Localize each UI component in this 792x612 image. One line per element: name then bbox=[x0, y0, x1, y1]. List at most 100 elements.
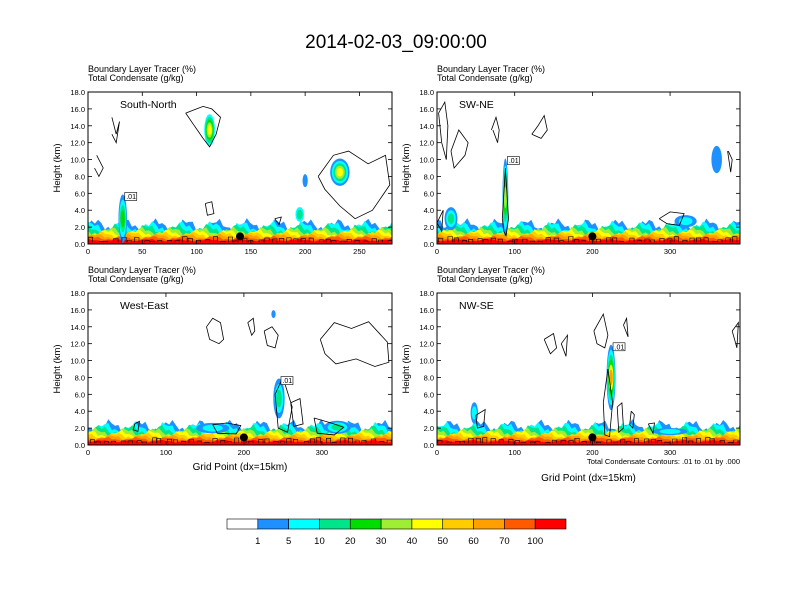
colorbar-label: 1 bbox=[255, 536, 260, 547]
x-tick-label: 200 bbox=[586, 448, 599, 457]
location-marker bbox=[236, 232, 244, 241]
contour-line bbox=[438, 100, 449, 160]
plume-level bbox=[711, 145, 722, 174]
y-tick-label: 10.0 bbox=[70, 357, 85, 366]
contour-label: .01 bbox=[615, 344, 625, 351]
tracer-plume bbox=[444, 207, 458, 231]
contour-line bbox=[727, 150, 733, 173]
plume-level bbox=[276, 389, 282, 408]
contour-line bbox=[531, 114, 548, 139]
plume-level bbox=[296, 209, 303, 220]
x-axis: 0 100 200 300 bbox=[435, 92, 676, 256]
colorbar-label: 40 bbox=[407, 536, 418, 547]
contour-label-box bbox=[280, 376, 294, 385]
plume-level bbox=[302, 174, 308, 188]
x-axis: 0 50 100 150 200 250 bbox=[86, 92, 366, 256]
contour-label-box bbox=[507, 156, 520, 165]
colorbar-swatch bbox=[319, 518, 351, 530]
y-tick-label: 6.0 bbox=[424, 390, 434, 399]
y-tick-label: 8.0 bbox=[75, 373, 85, 382]
contour-line bbox=[450, 129, 469, 169]
x-axis: 0 100 200 300 bbox=[435, 293, 676, 457]
x-tick-label: 200 bbox=[586, 247, 599, 256]
location-marker bbox=[588, 232, 597, 241]
condensate-contours bbox=[437, 100, 738, 243]
panel-title-line-1: Boundary Layer Tracer (%) bbox=[88, 265, 196, 275]
panel-title-line-2: Total Condensate (g/kg) bbox=[88, 274, 184, 284]
contour-line bbox=[560, 333, 568, 357]
plume-level bbox=[271, 310, 276, 319]
plume-level bbox=[207, 125, 212, 135]
contour-line bbox=[212, 422, 242, 435]
x-axis-label: Grid Point (dx=15km) bbox=[541, 473, 636, 484]
location-marker bbox=[588, 433, 597, 442]
plot-area: .01 bbox=[437, 100, 740, 244]
panel-title-line-2: Total Condensate (g/kg) bbox=[437, 73, 533, 83]
contour-line bbox=[543, 332, 558, 355]
colorbar-swatch bbox=[226, 518, 259, 530]
contour-line bbox=[623, 316, 629, 338]
y-tick-label: 16.0 bbox=[419, 306, 434, 315]
panel-4: Boundary Layer Tracer (%)Total Condensat… bbox=[401, 265, 741, 484]
plot-frame bbox=[87, 292, 393, 446]
condensate-contours bbox=[88, 105, 392, 243]
tracer-band bbox=[88, 238, 392, 244]
contour-label: .01 bbox=[282, 378, 292, 385]
y-tick-label: 16.0 bbox=[70, 105, 85, 114]
tracer-plume bbox=[323, 420, 351, 434]
y-tick-label: 8.0 bbox=[424, 172, 434, 181]
y-tick-label: 18.0 bbox=[419, 88, 434, 97]
x-tick-label: 200 bbox=[238, 448, 251, 457]
y-tick-label: 18.0 bbox=[419, 289, 434, 298]
panel-title-line-2: Total Condensate (g/kg) bbox=[437, 274, 533, 284]
x-tick-label: 0 bbox=[86, 448, 90, 457]
contour-line bbox=[94, 155, 104, 178]
tracer-plume bbox=[652, 427, 688, 436]
panel-label: SW-NE bbox=[459, 99, 494, 111]
contour-line bbox=[491, 115, 500, 143]
y-tick-label: 12.0 bbox=[419, 139, 434, 148]
panel-title-line-1: Boundary Layer Tracer (%) bbox=[437, 265, 545, 275]
y-axis: 0.0 2.0 4.0 6.0 8.0 10.0 12.0 14.0 16.0 18.0 bbox=[70, 88, 392, 249]
y-tick-label: 2.0 bbox=[75, 424, 85, 433]
contour-line bbox=[111, 117, 120, 144]
tracer-plume bbox=[330, 158, 350, 186]
x-tick-label: 300 bbox=[664, 247, 677, 256]
boundary-layer-fill bbox=[437, 419, 740, 445]
panel-label: NW-SE bbox=[459, 300, 494, 312]
panel-title-line-2: Total Condensate (g/kg) bbox=[88, 73, 184, 83]
y-tick-label: 4.0 bbox=[75, 407, 85, 416]
y-tick-label: 2.0 bbox=[75, 223, 85, 232]
plot-frame bbox=[436, 91, 741, 245]
y-tick-label: 16.0 bbox=[70, 306, 85, 315]
tracer-plume bbox=[470, 402, 479, 424]
y-axis-label: Height (km) bbox=[52, 143, 63, 192]
contour-label: .01 bbox=[126, 194, 136, 201]
panels: Boundary Layer Tracer (%)Total Condensat… bbox=[52, 64, 741, 484]
contour-label-box bbox=[124, 192, 138, 201]
y-tick-label: 0.0 bbox=[424, 441, 434, 450]
contour-line bbox=[501, 167, 509, 237]
y-axis-label: Height (km) bbox=[52, 344, 63, 393]
contour-line bbox=[629, 410, 635, 430]
colorbar-swatch bbox=[473, 518, 505, 530]
x-tick-label: 300 bbox=[316, 448, 329, 457]
contour-line bbox=[616, 401, 624, 434]
contour-line bbox=[475, 408, 486, 429]
x-tick-label: 250 bbox=[353, 247, 366, 256]
x-tick-label: 300 bbox=[664, 448, 677, 457]
contour-label: .01 bbox=[509, 158, 519, 165]
colorbar-swatch bbox=[349, 518, 382, 530]
plot-area: .01 bbox=[88, 105, 392, 244]
x-axis: 0 100 200 300 bbox=[86, 293, 328, 457]
contour-line-lowlevel bbox=[438, 236, 738, 243]
tracer-plume bbox=[295, 207, 304, 222]
contour-line bbox=[274, 216, 282, 226]
plot-area: .01 bbox=[437, 312, 740, 445]
contour-line bbox=[602, 368, 614, 438]
y-axis: 0.0 2.0 4.0 6.0 8.0 10.0 12.0 14.0 16.0 18.0 bbox=[419, 289, 740, 450]
panel-label: West-East bbox=[120, 300, 168, 312]
tracer-plume bbox=[204, 114, 215, 146]
colorbar-label: 50 bbox=[437, 536, 448, 547]
y-tick-label: 10.0 bbox=[419, 357, 434, 366]
